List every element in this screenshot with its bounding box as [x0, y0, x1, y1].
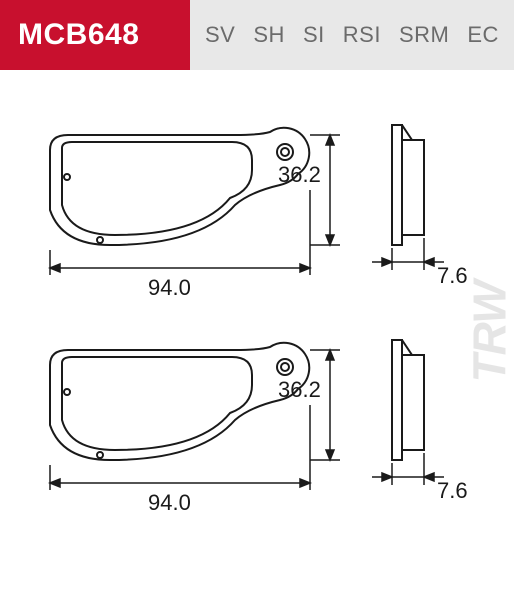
pad-top-side: [392, 125, 424, 245]
dim-width-bottom: 94.0: [148, 490, 191, 516]
header: MCB648 SV SH SI RSI SRM EC: [0, 0, 514, 70]
pad-bottom-hole-outer: [277, 359, 293, 375]
pad-bottom-rivet: [64, 389, 70, 395]
header-part-number-block: MCB648: [0, 0, 190, 70]
variant-label: SV: [205, 22, 235, 48]
diagram-svg: [0, 70, 514, 600]
variant-label: SI: [303, 22, 325, 48]
dim-line-thick-top: [372, 238, 444, 270]
dim-width-top: 94.0: [148, 275, 191, 301]
pad-bottom-rivet: [97, 452, 103, 458]
part-number: MCB648: [18, 18, 139, 52]
variant-label: SH: [253, 22, 285, 48]
pad-top-hole-outer: [277, 144, 293, 160]
dim-thick-top: 7.6: [437, 263, 468, 289]
header-variants: SV SH SI RSI SRM EC: [190, 0, 514, 70]
variant-label: SRM: [399, 22, 449, 48]
pad-top-rivet: [97, 237, 103, 243]
dim-height-bottom: 36.2: [278, 377, 321, 403]
dim-thick-bottom: 7.6: [437, 478, 468, 504]
pad-bottom-side: [392, 340, 424, 460]
pad-top-friction: [62, 142, 252, 235]
variant-label: RSI: [343, 22, 381, 48]
dim-line-height-bottom: [310, 350, 340, 460]
dim-height-top: 36.2: [278, 162, 321, 188]
dim-line-height-top: [310, 135, 340, 245]
diagram-canvas: TRW 36.2 94.0 7.6 36.2 94.0 7.6: [0, 70, 514, 600]
variant-label: EC: [467, 22, 499, 48]
dim-line-thick-bottom: [372, 453, 444, 485]
pad-top-hole-inner: [281, 148, 289, 156]
pad-top-rivet: [64, 174, 70, 180]
pad-bottom-friction: [62, 357, 252, 450]
pad-bottom-hole-inner: [281, 363, 289, 371]
